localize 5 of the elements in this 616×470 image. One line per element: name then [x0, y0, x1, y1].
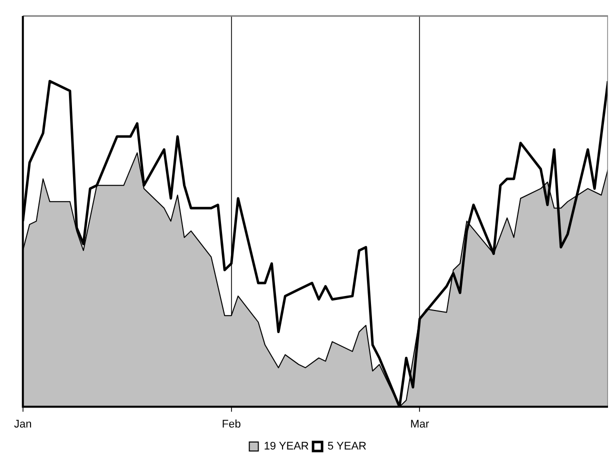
legend-label: 5 YEAR: [328, 440, 367, 453]
legend-label: 19 YEAR: [264, 440, 309, 453]
x-tick-label: Mar: [410, 418, 430, 430]
x-tick-label: Feb: [222, 418, 241, 430]
x-tick-label: Jan: [14, 418, 32, 430]
